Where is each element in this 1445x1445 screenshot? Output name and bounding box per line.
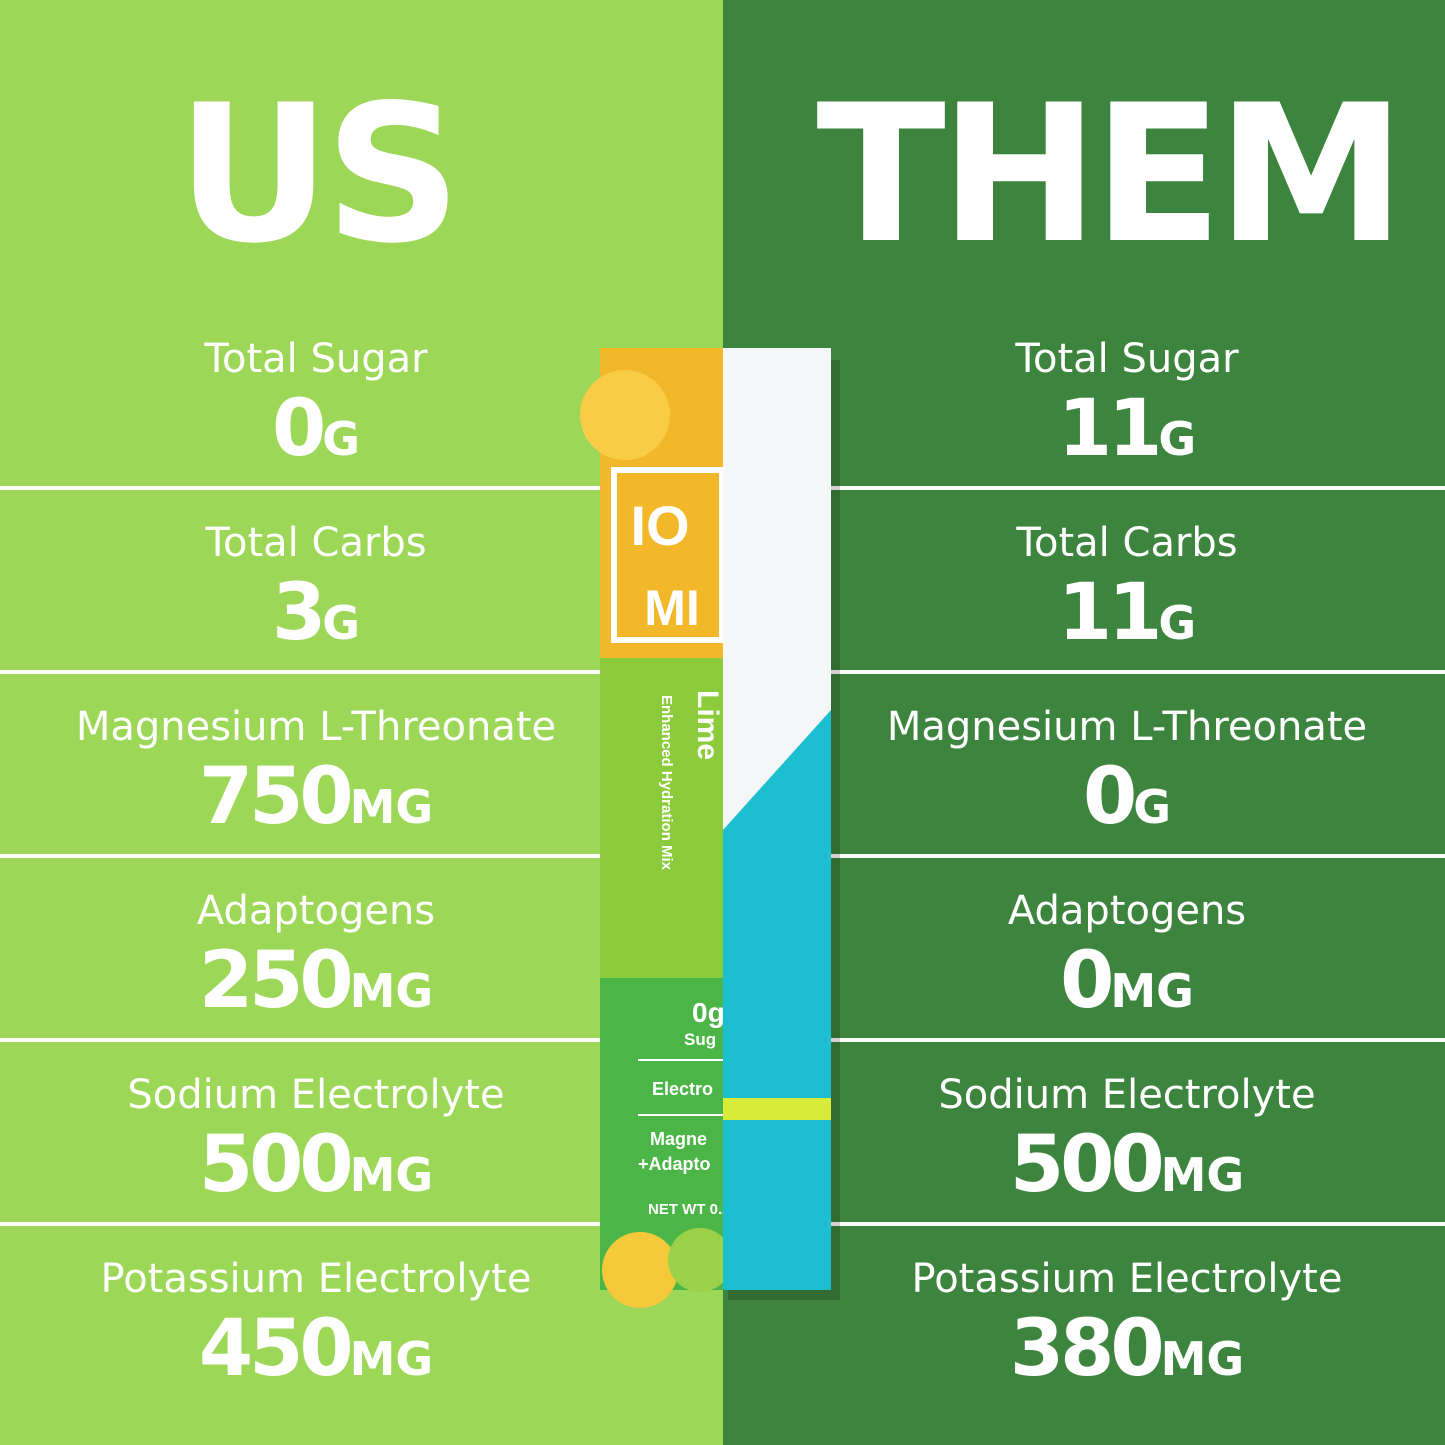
value-amount: 0 — [1083, 752, 1134, 842]
row-label: Total Sugar — [203, 336, 428, 382]
value-unit: G — [1133, 780, 1171, 834]
value-amount: 500 — [199, 1120, 351, 1210]
value-unit: G — [1158, 596, 1196, 650]
value-amount: 750 — [199, 752, 351, 842]
badge: 0g — [692, 997, 725, 1028]
value-unit: MG — [1110, 964, 1194, 1018]
row-value: 500MG — [199, 1120, 433, 1210]
row-value: 3G — [272, 568, 360, 658]
value-amount: 3 — [272, 568, 322, 658]
row-value: 450MG — [199, 1304, 433, 1394]
row-label: Adaptogens — [197, 888, 435, 934]
value-unit: G — [322, 596, 360, 650]
them-panel — [723, 0, 1445, 1445]
badge-sub: Sug — [684, 1030, 716, 1049]
value-amount: 11 — [1058, 568, 1159, 658]
row-value: 0MG — [1060, 936, 1194, 1026]
row-label: Magnesium L-Threonate — [887, 704, 1367, 750]
them-heading: THEM — [816, 64, 1399, 285]
row-label: Sodium Electrolyte — [127, 1072, 504, 1118]
value-amount: 0 — [272, 384, 323, 474]
value-unit: G — [322, 412, 360, 466]
other-packet-stripe — [723, 1098, 831, 1120]
row-value: 500MG — [1010, 1120, 1244, 1210]
row-value: 0G — [272, 384, 360, 474]
value-unit: MG — [350, 1332, 434, 1386]
packet-middle — [600, 658, 723, 978]
row-label: Potassium Electrolyte — [101, 1256, 532, 1302]
us-heading: US — [176, 64, 455, 285]
packet-line: Electro — [652, 1079, 713, 1099]
row-value: 250MG — [199, 936, 433, 1026]
logo-frame — [611, 467, 725, 643]
lemon — [602, 1232, 678, 1308]
other-packet-cyan — [723, 710, 831, 1290]
row-label: Total Carbs — [204, 520, 426, 566]
value-amount: 250 — [199, 936, 351, 1026]
row-value: 0G — [1083, 752, 1171, 842]
value-unit: MG — [350, 780, 434, 834]
row-label: Potassium Electrolyte — [912, 1256, 1343, 1302]
logo-top: IO — [630, 494, 689, 557]
description: Enhanced Hydration Mix — [658, 695, 675, 871]
packet-line: +Adapto — [638, 1154, 711, 1174]
row-label: Adaptogens — [1008, 888, 1246, 934]
lime — [668, 1228, 732, 1292]
row-value: 11G — [1058, 568, 1196, 658]
value-unit: MG — [350, 1148, 434, 1202]
row-label: Total Carbs — [1015, 520, 1237, 566]
flavor: Lime — [691, 690, 724, 760]
row-label: Total Sugar — [1014, 336, 1239, 382]
logo-bottom: MI — [644, 580, 700, 636]
packet: IO MI Lime Enhanced Hydration Mix 0g Sug… — [580, 348, 840, 1308]
packet-line: Magne — [650, 1129, 707, 1149]
value-unit: MG — [350, 964, 434, 1018]
row-value: 380MG — [1010, 1304, 1244, 1394]
row-value: 750MG — [199, 752, 433, 842]
row-label: Sodium Electrolyte — [938, 1072, 1315, 1118]
row-label: Magnesium L-Threonate — [76, 704, 556, 750]
row-value: 11G — [1058, 384, 1196, 474]
value-amount: 0 — [1060, 936, 1111, 1026]
value-unit: MG — [1161, 1332, 1245, 1386]
value-amount: 380 — [1010, 1304, 1162, 1394]
value-unit: G — [1158, 412, 1196, 466]
lemon — [580, 370, 670, 460]
value-unit: MG — [1161, 1148, 1245, 1202]
value-amount: 500 — [1010, 1120, 1162, 1210]
value-amount: 450 — [199, 1304, 351, 1394]
value-amount: 11 — [1058, 384, 1159, 474]
net-weight: NET WT 0.2 — [648, 1201, 731, 1218]
